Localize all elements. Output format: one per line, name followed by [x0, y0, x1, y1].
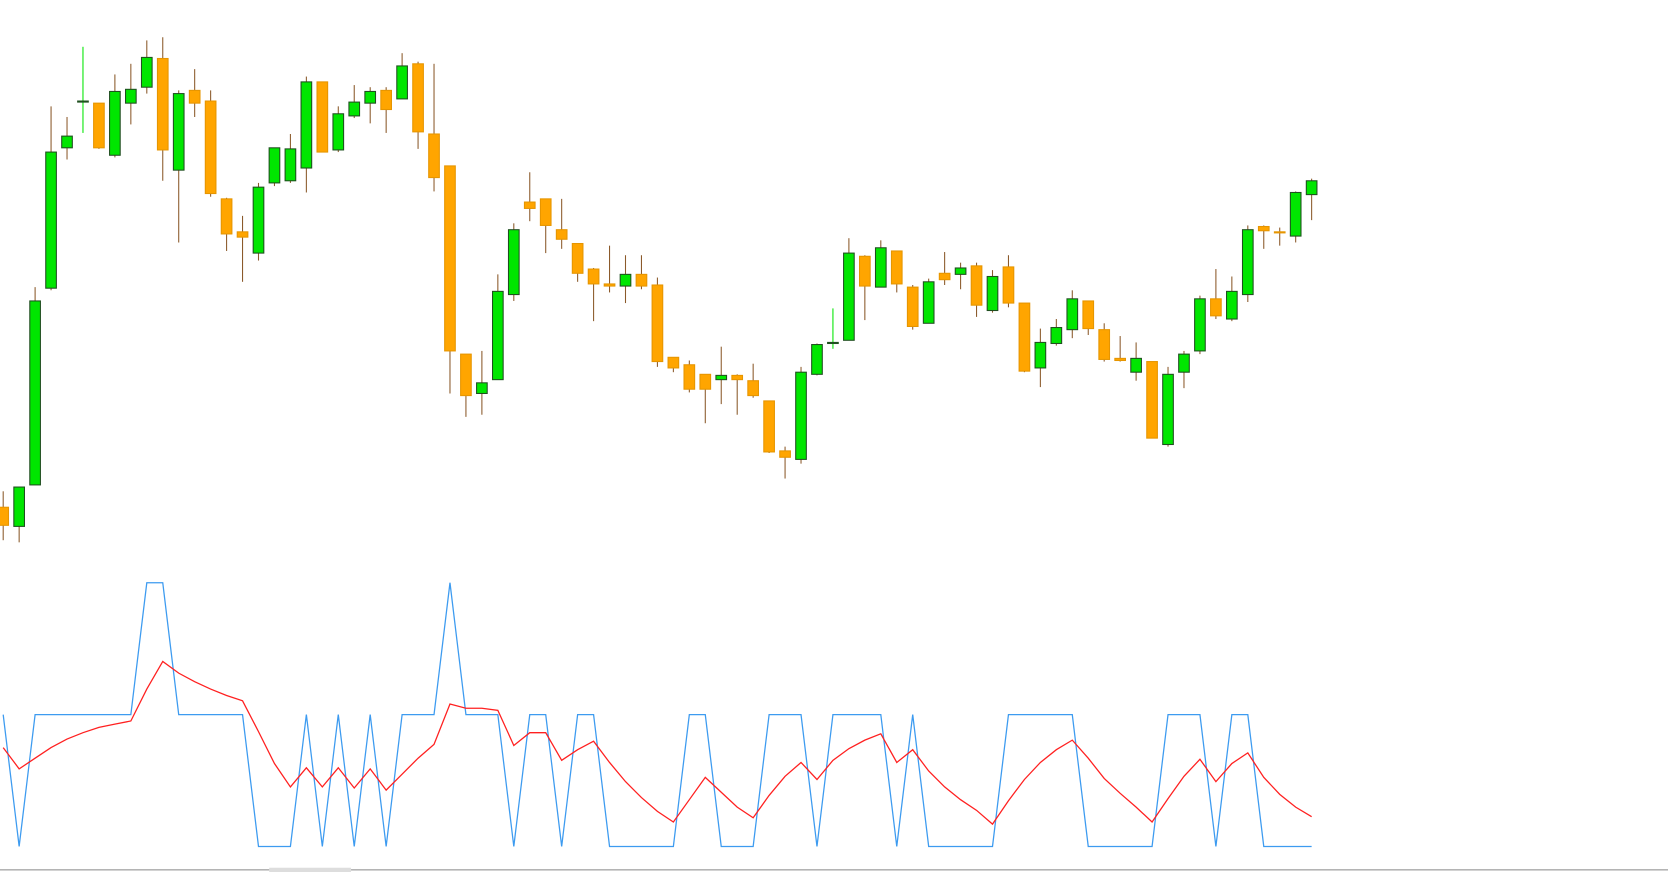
candle-body [1162, 373, 1174, 446]
candle-body [1002, 266, 1015, 304]
candle-body [763, 400, 775, 453]
candle-body [77, 100, 89, 103]
candle-body [539, 198, 552, 226]
candle-body [715, 374, 728, 381]
candle-body [93, 102, 105, 149]
candle-body [922, 281, 935, 324]
candle-body [874, 247, 887, 288]
candle-body [140, 56, 153, 88]
candle-body [491, 290, 504, 381]
candle-body [380, 89, 393, 111]
candle-body [348, 101, 361, 117]
candle-body [1273, 231, 1286, 234]
candle-body [635, 273, 648, 287]
candle-body [204, 100, 217, 195]
candle-body [1066, 298, 1079, 331]
candle-body [460, 353, 472, 397]
candle-body [364, 90, 377, 104]
candle-body [1194, 298, 1206, 352]
candle-body [1289, 191, 1302, 237]
candle-body [13, 486, 25, 527]
candle-body [970, 265, 983, 306]
candle-body [1130, 357, 1142, 373]
candle-body [109, 90, 121, 156]
candle-body [316, 81, 329, 153]
candle-body [1305, 180, 1318, 196]
candle-body [124, 88, 137, 104]
candle-body [396, 65, 408, 100]
candle-body [571, 242, 584, 274]
candle-body [811, 344, 823, 375]
candle-body [731, 374, 744, 381]
candle-body [300, 81, 313, 169]
candle-body [619, 273, 632, 287]
candle-body [747, 380, 760, 397]
scrollbar [269, 867, 352, 872]
indicator-line [2, 660, 1312, 826]
candle-body [268, 147, 281, 184]
candle-body [188, 89, 201, 104]
candle-body [827, 341, 839, 345]
candle-body [236, 231, 249, 238]
candle-body [1114, 357, 1127, 362]
candle-body [252, 186, 265, 254]
candle-body [332, 113, 345, 151]
candle-body [1082, 300, 1095, 330]
candle-body [29, 300, 41, 486]
candle-body [507, 229, 520, 296]
candle-body [587, 268, 600, 285]
candle-body [172, 93, 185, 171]
candle-body [699, 373, 712, 390]
candle-body [1034, 341, 1047, 369]
candle-body [412, 63, 424, 133]
candle-body [523, 201, 536, 209]
candle-body [444, 165, 456, 352]
candle-body [1241, 229, 1254, 296]
candle-body [1210, 298, 1222, 317]
candle-body [61, 135, 73, 149]
candle-body [795, 371, 807, 460]
candle-body [1257, 225, 1270, 232]
candle-body [0, 506, 10, 526]
candle-body [667, 356, 680, 369]
candle-body [843, 252, 855, 341]
candle-body [555, 229, 568, 240]
candle-body [651, 284, 664, 363]
candle-body [284, 148, 297, 182]
indicator-line [2, 582, 1312, 848]
candle-body [986, 275, 999, 312]
candle-body [938, 272, 951, 281]
candle-body [603, 283, 616, 287]
candle-body [1226, 290, 1238, 320]
candle-body [1098, 329, 1111, 360]
candle-body [906, 286, 919, 327]
candle-body [1018, 302, 1031, 372]
candle-body [683, 364, 696, 390]
candle-body [1178, 353, 1190, 373]
candle-body [476, 382, 488, 394]
candle-body [858, 255, 871, 287]
candle-body [779, 450, 791, 458]
candle-body [220, 198, 233, 235]
candle-body [890, 250, 903, 285]
candle-body [1146, 361, 1158, 439]
candle-body [156, 57, 169, 151]
candle-body [45, 151, 57, 289]
candle-body [428, 133, 440, 179]
candle-body [1050, 327, 1063, 345]
candle-body [954, 267, 967, 275]
